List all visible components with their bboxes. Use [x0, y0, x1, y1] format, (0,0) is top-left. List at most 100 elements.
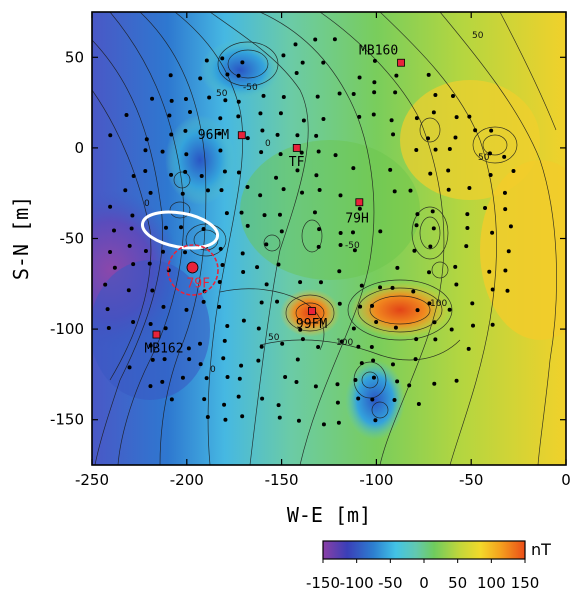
measurement-point — [225, 375, 230, 380]
measurement-point — [245, 185, 250, 190]
measurement-point — [169, 98, 174, 103]
y-tick-label: -150 — [50, 411, 84, 429]
measurement-point — [293, 42, 298, 47]
measurement-point — [283, 375, 288, 380]
colorbar-tick-label: -150 — [306, 574, 340, 592]
measurement-point — [201, 227, 206, 232]
y-tick-label: 0 — [74, 139, 84, 157]
measurement-point — [217, 131, 222, 136]
measurement-point — [372, 58, 377, 63]
measurement-point — [389, 118, 394, 123]
measurement-point — [416, 402, 421, 407]
measurement-point — [198, 341, 203, 346]
measurement-point — [161, 304, 166, 309]
measurement-point — [279, 229, 284, 234]
site-marker — [237, 131, 246, 140]
contour-label: 0 — [144, 199, 150, 209]
measurement-point — [217, 280, 222, 285]
measurement-point — [430, 209, 435, 214]
measurement-point — [127, 365, 132, 370]
measurement-point — [453, 135, 458, 140]
site-marker — [355, 198, 364, 207]
measurement-point — [241, 318, 246, 323]
measurement-point — [390, 362, 395, 367]
measurement-point — [503, 207, 508, 212]
measurement-point — [470, 301, 475, 306]
measurement-point — [198, 362, 203, 367]
measurement-point — [236, 114, 241, 119]
measurement-point — [431, 226, 436, 231]
measurement-point — [356, 396, 361, 401]
measurement-point — [236, 99, 241, 104]
measurement-point — [316, 149, 321, 154]
measurement-point — [205, 415, 210, 420]
measurement-point — [143, 169, 148, 174]
site-marker — [152, 330, 161, 339]
site-label: 96FM — [198, 128, 229, 143]
measurement-point — [415, 212, 420, 217]
measurement-point — [414, 148, 419, 153]
measurement-point — [454, 378, 459, 383]
measurement-point — [239, 363, 244, 368]
measurement-point — [108, 133, 113, 138]
site-label: MB162 — [144, 342, 183, 357]
measurement-point — [245, 223, 250, 228]
measurement-point — [277, 415, 282, 420]
contour-label: 0 — [265, 139, 271, 149]
site-label: MB160 — [359, 44, 398, 59]
measurement-point — [281, 187, 286, 192]
measurement-point — [446, 187, 451, 192]
measurement-point — [433, 147, 438, 152]
y-tick-label: 50 — [65, 48, 84, 66]
measurement-point — [179, 225, 184, 230]
measurement-point — [223, 417, 228, 422]
y-tick-label: -100 — [50, 320, 84, 338]
measurement-point — [112, 228, 117, 233]
measurement-point — [124, 113, 129, 118]
measurement-point — [218, 246, 223, 251]
measurement-point — [222, 338, 227, 343]
measurement-point — [262, 213, 267, 218]
contour-label: 50 — [216, 89, 228, 99]
measurement-point — [321, 60, 326, 65]
measurement-point — [204, 58, 209, 63]
measurement-point — [219, 188, 224, 193]
measurement-point — [447, 307, 452, 312]
measurement-point — [426, 136, 431, 141]
measurement-point — [446, 168, 451, 173]
measurement-point — [150, 357, 155, 362]
site-marker — [308, 307, 316, 315]
site-label: 79H — [345, 211, 368, 226]
measurement-point — [294, 379, 299, 384]
measurement-point — [105, 307, 110, 312]
contour-label: 100 — [430, 299, 447, 309]
measurement-point — [314, 173, 319, 178]
measurement-point — [483, 206, 488, 211]
measurement-point — [295, 133, 300, 138]
measurement-point — [150, 96, 155, 101]
measurement-point — [506, 249, 511, 254]
measurement-point — [184, 307, 189, 312]
measurement-point — [370, 303, 375, 308]
measurement-point — [199, 173, 204, 178]
measurement-point — [112, 265, 117, 270]
measurement-point — [369, 345, 374, 350]
measurement-point — [428, 171, 433, 176]
measurement-point — [188, 110, 193, 115]
measurement-point — [337, 269, 342, 274]
site-marker-79f — [186, 261, 199, 274]
x-tick-label: -250 — [75, 471, 109, 489]
measurement-point — [131, 262, 136, 267]
measurement-point — [351, 166, 356, 171]
site-marker — [397, 58, 405, 67]
measurement-point — [316, 244, 321, 249]
measurement-point — [408, 188, 413, 193]
measurement-point — [393, 325, 398, 330]
measurement-point — [338, 242, 343, 247]
measurement-point — [205, 188, 210, 193]
colorbar-tick-label: -50 — [378, 574, 403, 592]
y-axis-title: S-N [m] — [9, 196, 33, 280]
measurement-point — [357, 114, 362, 119]
x-tick-label: 0 — [561, 471, 570, 489]
measurement-point — [454, 115, 459, 120]
